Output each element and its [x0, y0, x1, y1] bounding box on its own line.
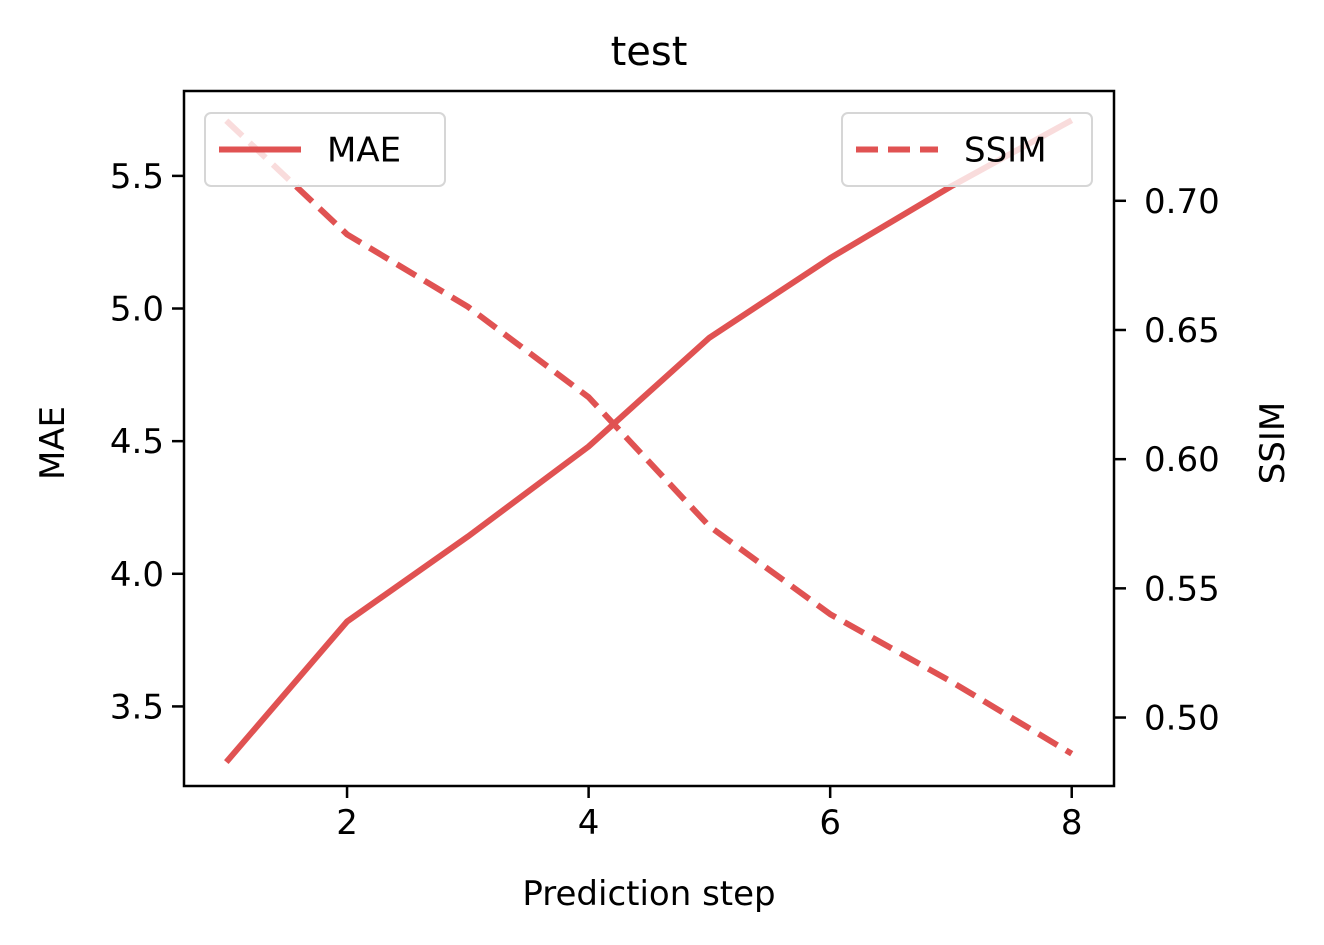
legend-label: SSIM [964, 131, 1047, 171]
series-line-ssim [224, 118, 1074, 757]
x-axis-label: Prediction step [522, 874, 775, 914]
legend-box [841, 112, 1093, 187]
y-left-tick-label: 4.5 [110, 422, 164, 462]
y-right-tick-label: 0.65 [1144, 311, 1220, 351]
legend-layer: MAE SSIM [204, 112, 1093, 187]
x-tick-label: 2 [336, 803, 358, 843]
y-right-tick-label: 0.60 [1144, 440, 1220, 480]
series-layer [224, 117, 1074, 765]
y-left-tick-label: 5.5 [110, 157, 164, 197]
y-left-tick-label: 4.0 [110, 555, 164, 595]
y-axis-right-label: SSIM [1253, 402, 1293, 485]
x-tick-label: 4 [578, 803, 600, 843]
axes-layer: 2 4 6 8 3.5 4.0 4.5 5.0 5.5 0.50 0.55 0.60 0.65 0.70 [110, 89, 1220, 843]
y-left-tick-label: 3.5 [110, 687, 164, 727]
y-right-tick-label: 0.55 [1144, 569, 1220, 609]
legend-ssim: SSIM [841, 112, 1093, 187]
x-tick-label: 6 [819, 803, 841, 843]
chart-title: test [611, 29, 688, 75]
y-axis-left-label: MAE [33, 406, 73, 480]
y-right-tick-label: 0.70 [1144, 182, 1220, 222]
y-left-tick-label: 5.0 [110, 290, 164, 330]
series-line-mae [224, 117, 1074, 765]
y-right-tick-label: 0.50 [1144, 699, 1220, 739]
legend-label: MAE [327, 131, 401, 171]
x-tick-label: 8 [1061, 803, 1083, 843]
legend-box [204, 112, 446, 187]
legend-mae: MAE [204, 112, 446, 187]
plot-area-frame [182, 89, 1116, 788]
